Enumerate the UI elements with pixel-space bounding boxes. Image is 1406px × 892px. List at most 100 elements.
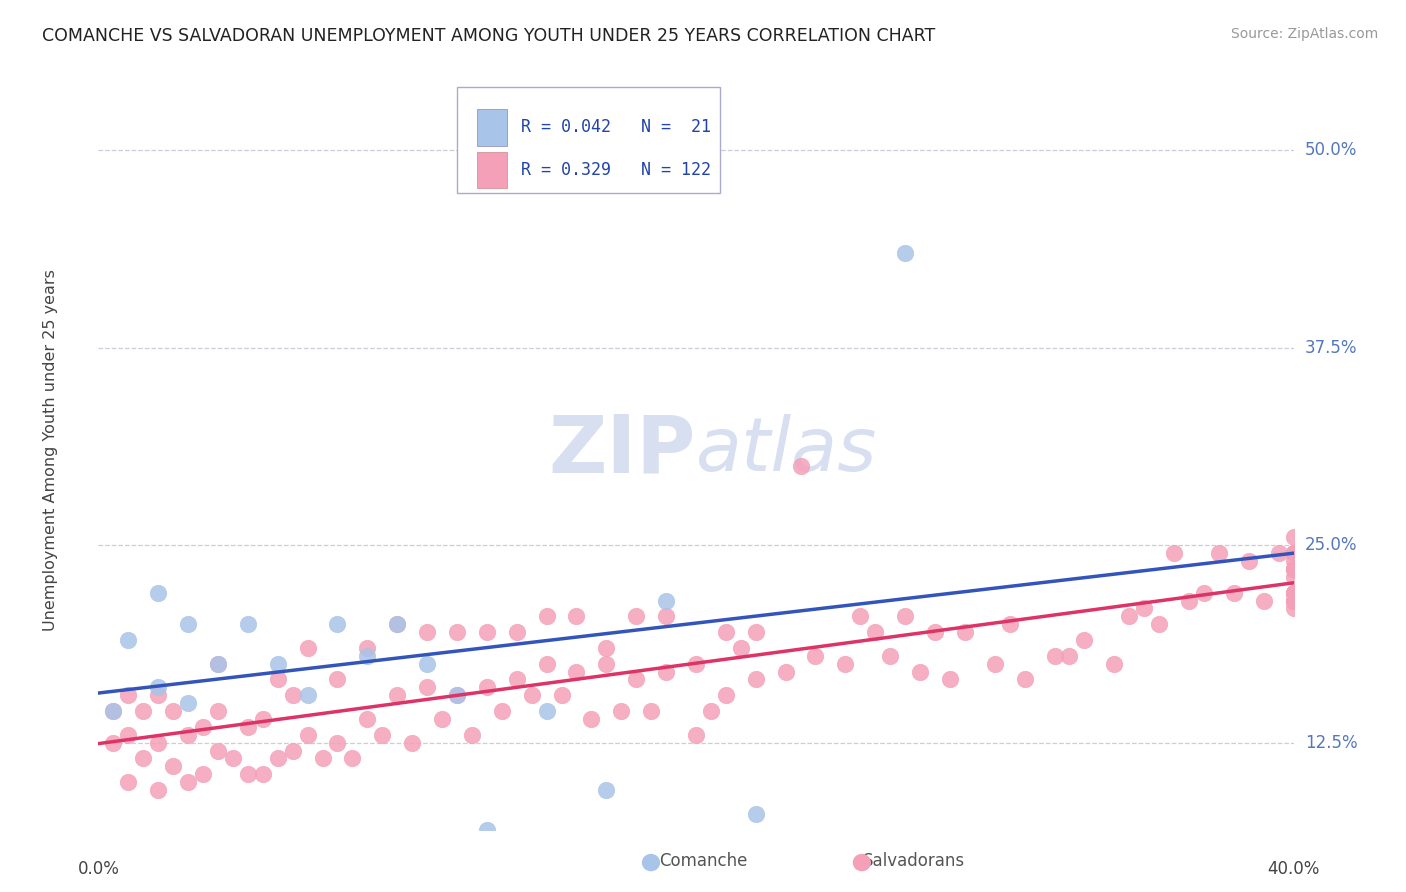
Point <box>207 704 229 718</box>
Point <box>356 648 378 663</box>
Point <box>267 751 290 765</box>
Point <box>207 657 229 671</box>
Point <box>565 665 588 679</box>
Text: R = 0.042   N =  21: R = 0.042 N = 21 <box>522 119 711 136</box>
Text: 0.0%: 0.0% <box>77 860 120 878</box>
Point <box>326 617 349 632</box>
Point <box>311 751 333 765</box>
Point <box>998 617 1021 632</box>
Point <box>207 657 229 671</box>
Point <box>655 593 678 607</box>
Point <box>1253 593 1275 607</box>
Point <box>385 617 409 632</box>
Point <box>148 681 170 695</box>
Text: Unemployment Among Youth under 25 years: Unemployment Among Youth under 25 years <box>44 269 58 632</box>
Text: 37.5%: 37.5% <box>1305 339 1357 357</box>
Point <box>103 704 125 718</box>
Text: Comanche: Comanche <box>659 852 747 870</box>
Point <box>714 625 737 640</box>
Point <box>236 720 259 734</box>
Point <box>207 743 229 757</box>
FancyBboxPatch shape <box>457 87 720 193</box>
Point <box>162 704 184 718</box>
Point <box>536 609 558 624</box>
Point <box>834 657 856 671</box>
Point <box>191 767 214 781</box>
Point <box>550 688 572 702</box>
Point <box>685 657 707 671</box>
Point <box>924 625 946 640</box>
Point <box>536 657 558 671</box>
Point <box>297 688 319 702</box>
Point <box>326 736 349 750</box>
FancyBboxPatch shape <box>477 110 508 145</box>
Point <box>581 712 603 726</box>
Point <box>1282 585 1305 599</box>
Point <box>714 688 737 702</box>
Point <box>1133 601 1156 615</box>
Point <box>745 806 768 821</box>
Point <box>356 640 378 655</box>
Point <box>1282 593 1305 607</box>
Point <box>894 246 917 260</box>
Point <box>191 720 214 734</box>
Text: 12.5%: 12.5% <box>1305 734 1357 752</box>
Point <box>1282 562 1305 576</box>
Point <box>655 609 678 624</box>
Point <box>953 625 976 640</box>
Point <box>1282 554 1305 568</box>
Point <box>939 673 962 687</box>
Point <box>148 736 170 750</box>
Point <box>461 728 484 742</box>
Point <box>1282 593 1305 607</box>
Point <box>177 696 200 710</box>
Text: R = 0.329   N = 122: R = 0.329 N = 122 <box>522 161 711 179</box>
Point <box>281 743 304 757</box>
Point <box>595 640 617 655</box>
Point <box>879 648 901 663</box>
Point <box>267 657 290 671</box>
Point <box>626 673 648 687</box>
Point <box>1282 562 1305 576</box>
Point <box>640 704 662 718</box>
Point <box>894 609 917 624</box>
Point <box>655 665 678 679</box>
Point <box>685 728 707 742</box>
Point <box>1282 546 1305 560</box>
Point <box>700 704 723 718</box>
Point <box>475 625 498 640</box>
Point <box>491 704 513 718</box>
Point <box>1059 648 1081 663</box>
Point <box>475 822 498 837</box>
Point <box>236 767 259 781</box>
Point <box>1147 617 1170 632</box>
Text: 50.0%: 50.0% <box>1305 141 1357 160</box>
Point <box>252 712 274 726</box>
Text: 25.0%: 25.0% <box>1305 536 1357 554</box>
Point <box>132 704 155 718</box>
Point <box>416 657 439 671</box>
Point <box>297 640 319 655</box>
Point <box>222 751 245 765</box>
Point <box>520 688 543 702</box>
Point <box>745 625 768 640</box>
Point <box>162 759 184 773</box>
Point <box>865 625 887 640</box>
Point <box>1282 601 1305 615</box>
Point <box>117 633 139 648</box>
Point <box>1208 546 1230 560</box>
Point <box>148 585 170 599</box>
Text: ZIP: ZIP <box>548 411 696 490</box>
Point <box>1282 530 1305 544</box>
Point <box>446 688 468 702</box>
Point <box>281 688 304 702</box>
Point <box>1014 673 1036 687</box>
Point <box>446 625 468 640</box>
Text: Source: ZipAtlas.com: Source: ZipAtlas.com <box>1230 27 1378 41</box>
Point <box>1282 593 1305 607</box>
Point <box>1282 546 1305 560</box>
Point <box>177 775 200 789</box>
Point <box>371 728 394 742</box>
Point <box>1282 593 1305 607</box>
Point <box>1282 562 1305 576</box>
